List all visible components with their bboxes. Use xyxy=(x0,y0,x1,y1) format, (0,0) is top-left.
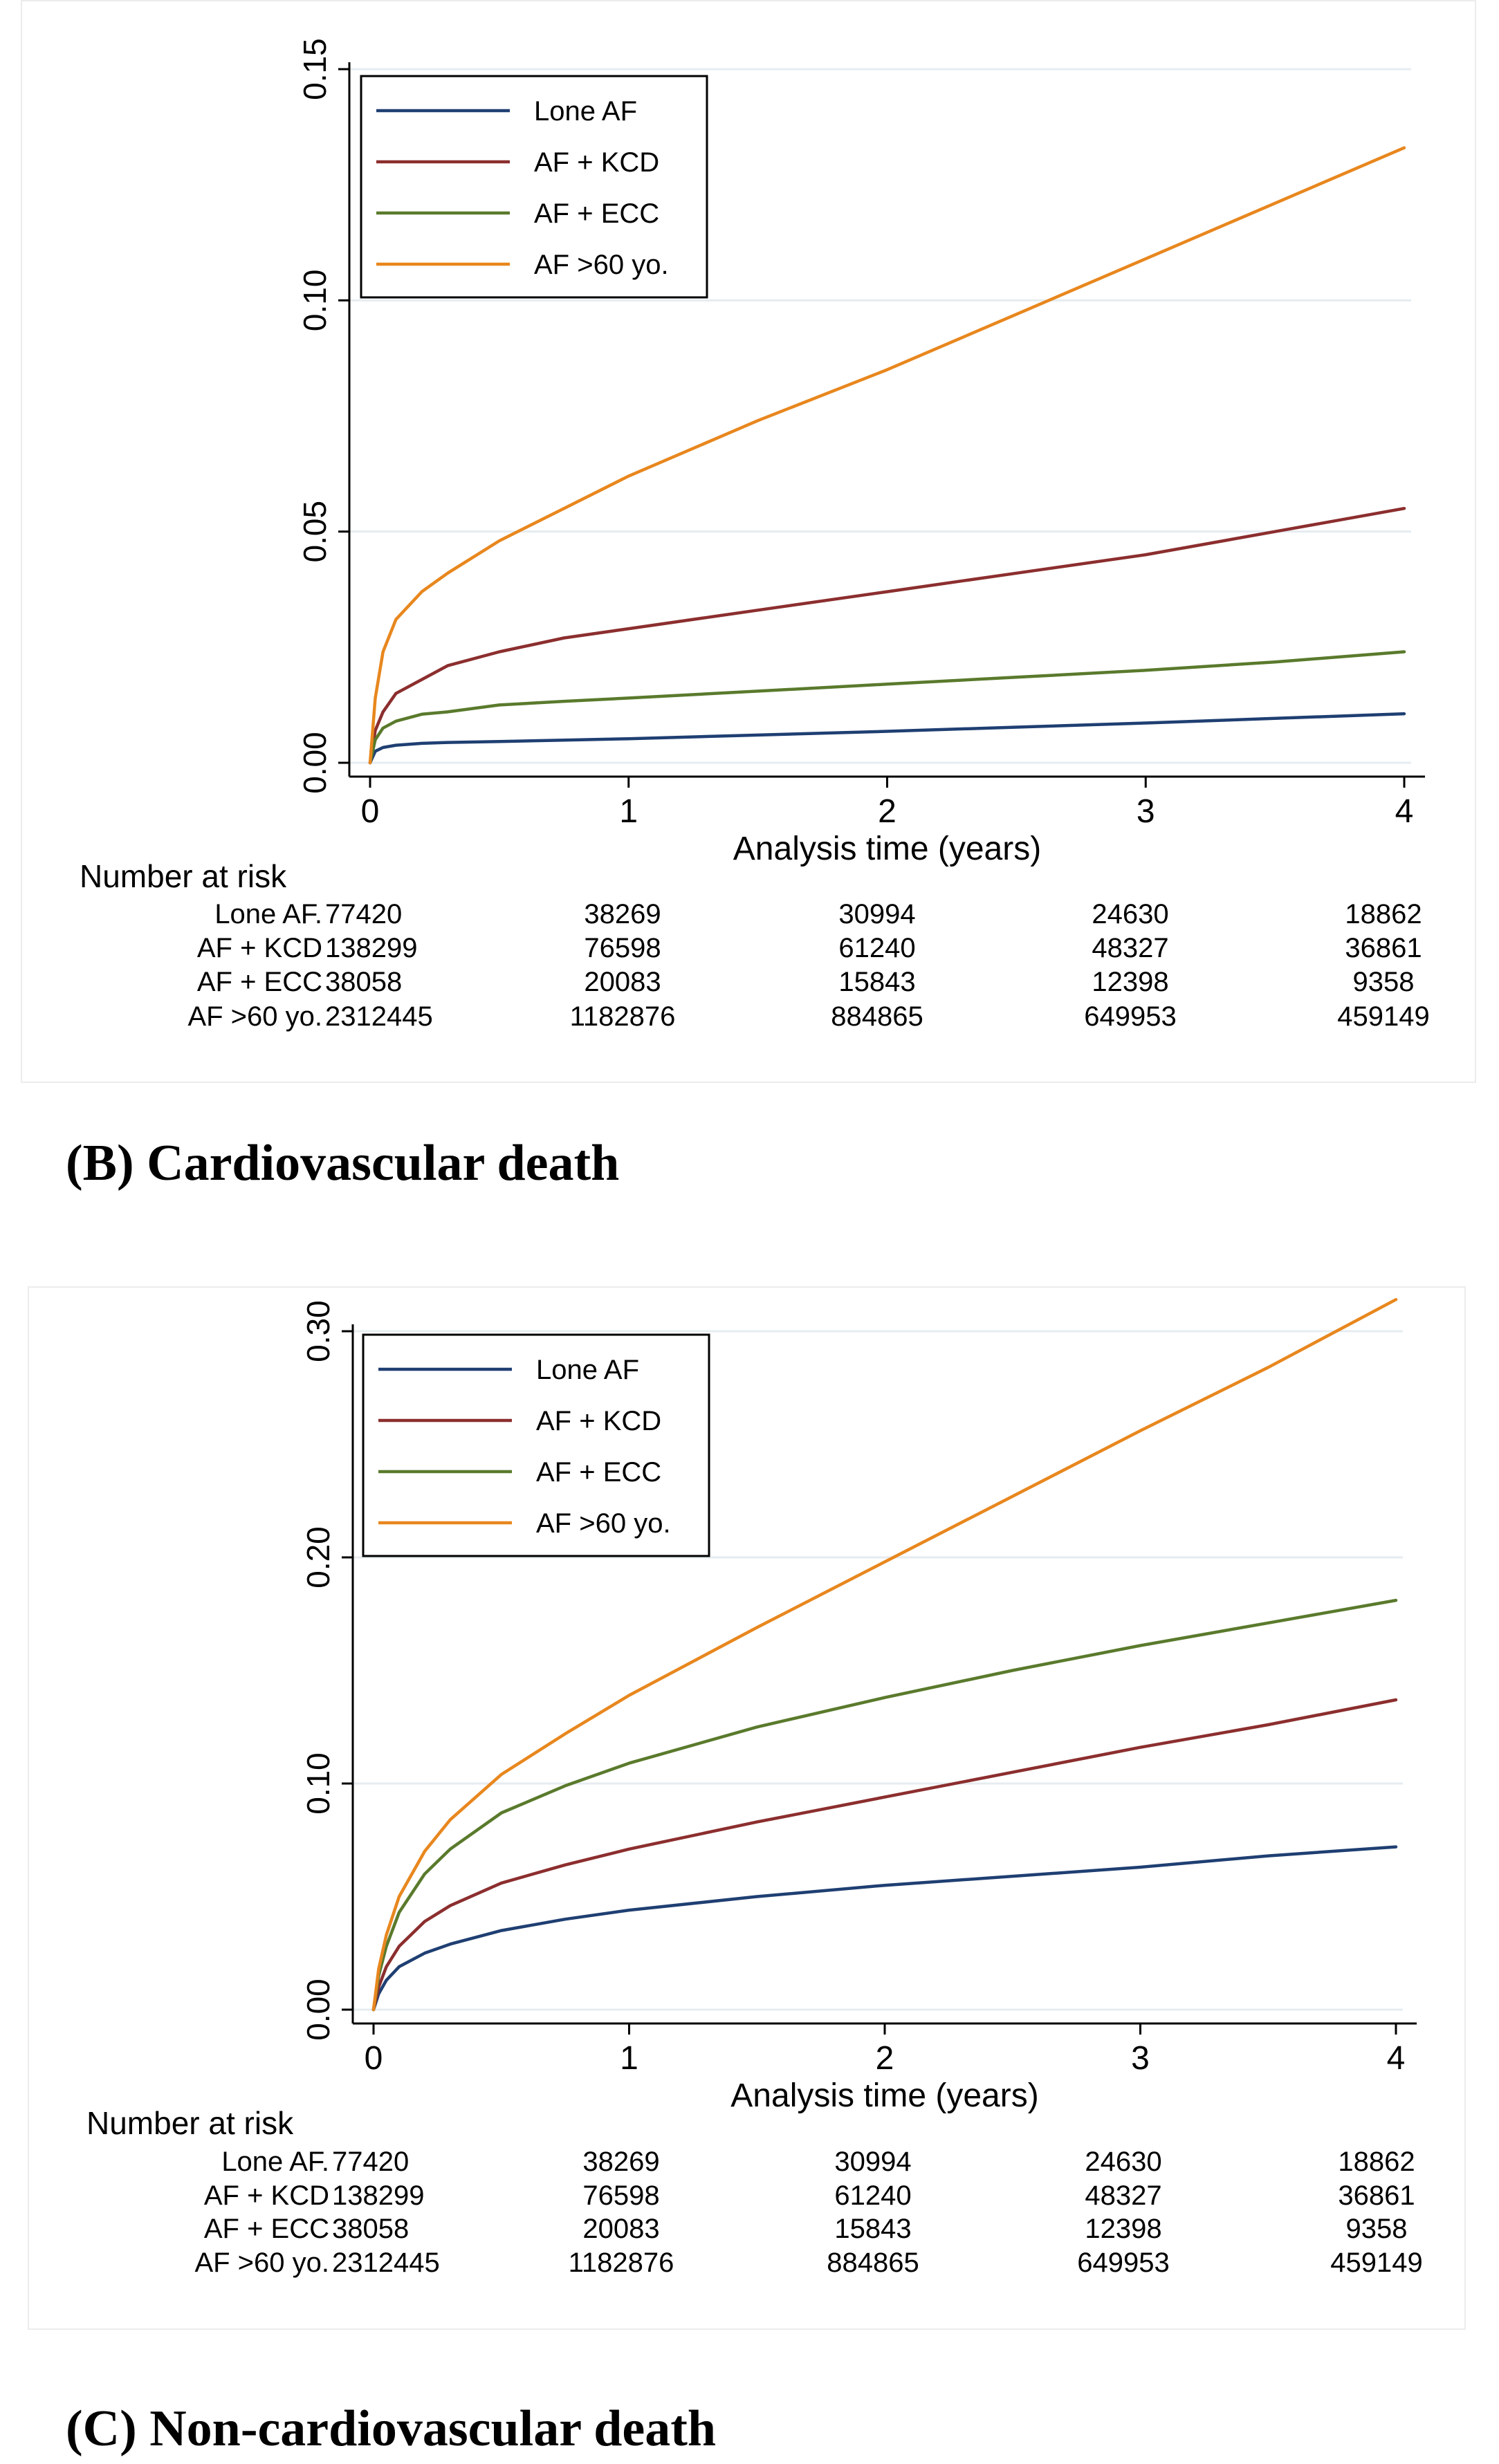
x-axis-title: Analysis time (years) xyxy=(733,831,1041,867)
risk-value: 1182876 xyxy=(569,2248,674,2278)
risk-table-title: Number at risk xyxy=(80,858,287,894)
risk-value: 2312445 xyxy=(325,1001,433,1032)
risk-row-label: AF + KCD xyxy=(204,2180,329,2211)
x-axis-title: Analysis time (years) xyxy=(730,2077,1038,2114)
risk-value: 77420 xyxy=(325,899,402,929)
risk-value: 884865 xyxy=(827,2248,919,2278)
series-line-af-ecc xyxy=(371,1598,1398,2012)
y-tick-label: 0.00 xyxy=(297,732,333,794)
series-line-lone-af xyxy=(368,712,1406,765)
risk-value: 12398 xyxy=(1085,2214,1161,2244)
risk-value: 76598 xyxy=(582,2180,659,2211)
series-line-af-kcd xyxy=(371,1698,1398,2012)
risk-row-label: AF + KCD xyxy=(197,933,322,963)
risk-value: 48327 xyxy=(1092,933,1168,963)
risk-table: Number at risk Lone AF. 77420 38269 30994 246… xyxy=(80,858,1430,1032)
x-tick-label: 2 xyxy=(878,793,896,830)
risk-value: 24630 xyxy=(1085,2147,1161,2177)
risk-value: 15843 xyxy=(838,967,915,997)
legend-label: AF + ECC xyxy=(536,1457,661,1488)
risk-value: 459149 xyxy=(1337,1001,1429,1032)
x-tick-label: 2 xyxy=(876,2040,894,2077)
series-line-af-60-yo xyxy=(368,146,1406,765)
risk-value: 48327 xyxy=(1085,2180,1161,2211)
y-tick-label: 0.10 xyxy=(297,270,333,332)
risk-table: Number at risk Lone AF. 77420 38269 30994 246… xyxy=(86,2105,1423,2278)
risk-value: 38269 xyxy=(584,899,661,929)
risk-value: 884865 xyxy=(831,1001,923,1032)
y-tick-label: 0.15 xyxy=(297,38,333,100)
legend-box xyxy=(362,1333,710,1557)
risk-value: 138299 xyxy=(325,933,417,963)
risk-table-title: Number at risk xyxy=(86,2105,294,2141)
risk-row-label: Lone AF. xyxy=(221,2147,329,2177)
risk-value: 61240 xyxy=(834,2180,911,2211)
y-tick-label: 0.00 xyxy=(300,1979,336,2041)
risk-value: 76598 xyxy=(584,933,661,963)
risk-row-label: Lone AF. xyxy=(214,899,322,929)
legend-label: AF + KCD xyxy=(536,1406,661,1436)
panel-caption-noncardiovascular: (C) Non-cardiovascular death xyxy=(66,2400,717,2457)
risk-row-label: AF + ECC xyxy=(197,967,322,997)
legend-label: AF + KCD xyxy=(534,147,659,178)
series-line-af-ecc xyxy=(368,650,1406,765)
legend-label: AF >60 yo. xyxy=(536,1508,671,1539)
risk-value: 36861 xyxy=(1338,2180,1415,2211)
series-line-af-kcd xyxy=(368,506,1406,765)
risk-value: 24630 xyxy=(1092,899,1168,929)
x-tick-label: 3 xyxy=(1131,2040,1150,2077)
risk-value: 20083 xyxy=(582,2214,659,2244)
x-tick-label: 1 xyxy=(620,2040,638,2077)
risk-value: 12398 xyxy=(1092,967,1168,997)
risk-value: 38269 xyxy=(582,2147,659,2177)
risk-value: 2312445 xyxy=(332,2248,440,2278)
legend-label: Lone AF xyxy=(534,96,637,127)
series-line-lone-af xyxy=(371,1845,1398,2012)
x-tick-label: 0 xyxy=(361,793,380,830)
risk-value: 18862 xyxy=(1338,2147,1415,2177)
legend-label: Lone AF xyxy=(536,1355,639,1385)
risk-value: 15843 xyxy=(834,2214,911,2244)
risk-value: 1182876 xyxy=(570,1001,676,1032)
legend-label: AF + ECC xyxy=(534,198,659,229)
y-tick-label: 0.05 xyxy=(297,501,333,563)
risk-row-label: AF >60 yo. xyxy=(187,1001,322,1032)
legend: Lone AF AF + KCD AF + ECC AF >60 yo. xyxy=(362,1333,710,1557)
chart-cardiovascular: 0.00 0.05 0.10 0.15 0 1 2 3 4 Analysis time (year… xyxy=(80,38,1430,1032)
chart-panel-cardiovascular xyxy=(21,0,1476,1083)
risk-value: 459149 xyxy=(1330,2248,1422,2278)
y-tick-label: 0.30 xyxy=(300,1300,336,1362)
risk-value: 649953 xyxy=(1084,1001,1176,1032)
x-tick-label: 4 xyxy=(1395,793,1414,830)
chart-noncardiovascular: 0.00 0.10 0.20 0.30 0 1 2 3 4 Analysis time (year… xyxy=(86,1297,1423,2278)
series-line-af-60-yo xyxy=(371,1297,1398,2012)
x-tick-label: 1 xyxy=(619,793,638,830)
risk-value: 77420 xyxy=(332,2147,409,2177)
x-tick-label: 4 xyxy=(1387,2040,1406,2077)
chart-panel-noncardiovascular xyxy=(28,1286,1466,2330)
risk-value: 20083 xyxy=(584,967,661,997)
y-tick-label: 0.10 xyxy=(300,1752,336,1815)
x-tick-label: 0 xyxy=(365,2040,383,2077)
risk-value: 38058 xyxy=(325,967,402,997)
risk-value: 649953 xyxy=(1077,2248,1169,2278)
risk-value: 9358 xyxy=(1346,2214,1408,2244)
x-tick-label: 3 xyxy=(1137,793,1155,830)
risk-row-label: AF + ECC xyxy=(204,2214,329,2244)
risk-value: 9358 xyxy=(1353,967,1415,997)
risk-value: 30994 xyxy=(838,899,915,929)
risk-row-label: AF >60 yo. xyxy=(194,2248,329,2278)
legend: Lone AF AF + KCD AF + ECC AF >60 yo. xyxy=(360,75,708,299)
panel-caption-cardiovascular: (B) Cardiovascular death xyxy=(66,1135,620,1192)
risk-value: 30994 xyxy=(834,2147,911,2177)
risk-value: 38058 xyxy=(332,2214,409,2244)
risk-value: 61240 xyxy=(838,933,915,963)
legend-label: AF >60 yo. xyxy=(534,250,669,280)
risk-value: 138299 xyxy=(332,2180,424,2211)
risk-value: 18862 xyxy=(1345,899,1422,929)
risk-value: 36861 xyxy=(1345,933,1422,963)
y-tick-label: 0.20 xyxy=(300,1526,336,1588)
legend-box xyxy=(360,75,708,299)
